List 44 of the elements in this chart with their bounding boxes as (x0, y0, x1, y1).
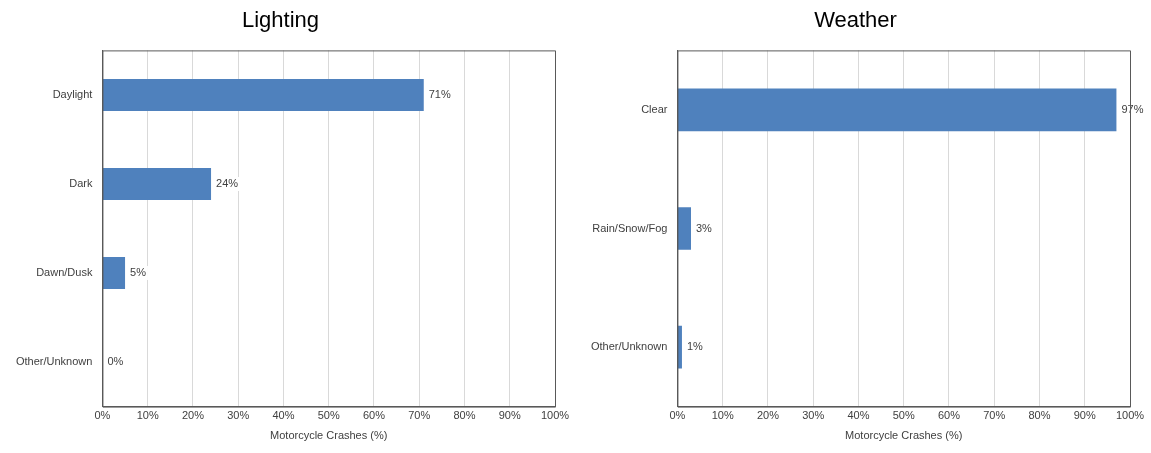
bar (677, 88, 1117, 132)
x-tick-label: 100% (1115, 409, 1145, 422)
x-tick-label: 60% (937, 409, 961, 422)
x-tick-label: 20% (181, 409, 205, 422)
x-tick-label: 50% (317, 409, 340, 422)
x-tick-label: 100% (540, 409, 570, 422)
data-label: 0% (107, 355, 124, 368)
x-axis-title: Motorcycle Crashes (%) (270, 429, 388, 442)
data-label: 5% (130, 266, 147, 279)
x-axis-title: Motorcycle Crashes (%) (845, 429, 963, 442)
x-tick-label: 40% (272, 409, 295, 422)
x-tick-label: 30% (802, 409, 825, 422)
y-tick-label: Other/Unknown (15, 355, 93, 368)
x-tick-label: 80% (453, 409, 476, 422)
x-tick-label: 0% (94, 409, 111, 422)
bar (102, 257, 126, 290)
x-tick-label: 70% (983, 409, 1006, 422)
x-tick-label: 60% (362, 409, 386, 422)
bar (677, 207, 691, 250)
y-tick-label: Other/Unknown (590, 340, 668, 353)
x-tick-label: 80% (1028, 409, 1051, 422)
data-label: 24% (216, 177, 239, 190)
y-tick-label: Dawn/Dusk (36, 266, 93, 279)
x-tick-label: 90% (498, 409, 521, 422)
data-label: 71% (428, 87, 451, 100)
y-tick-label: Dark (69, 177, 93, 190)
y-tick-label: Clear (641, 102, 668, 115)
x-tick-label: 90% (1073, 409, 1096, 422)
data-label: 1% (686, 340, 704, 353)
chart-title: Lighting (241, 7, 320, 33)
y-tick-label: Daylight (52, 87, 93, 100)
x-tick-label: 10% (711, 409, 734, 422)
x-tick-label: 10% (136, 409, 159, 422)
x-tick-label: 50% (892, 409, 915, 422)
x-tick-label: 70% (408, 409, 431, 422)
chart-title: Weather (814, 7, 897, 33)
bar (102, 167, 212, 200)
x-tick-label: 30% (227, 409, 250, 422)
x-tick-label: 40% (847, 409, 870, 422)
x-tick-label: 0% (669, 409, 686, 422)
bar (102, 78, 424, 111)
x-tick-label: 20% (756, 409, 780, 422)
data-label: 3% (696, 221, 713, 234)
y-tick-label: Rain/Snow/Fog (592, 221, 668, 234)
